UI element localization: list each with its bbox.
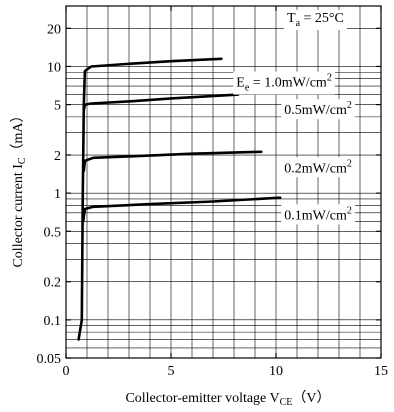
svg-text:Ta = 25°C: Ta = 25°C: [287, 11, 344, 29]
y-tick-label: 0.5: [44, 225, 62, 240]
svg-text:Ee = 1.0mW/cm2: Ee = 1.0mW/cm2: [236, 73, 332, 94]
x-tick-label: 5: [168, 364, 175, 379]
series-line-1: [82, 93, 240, 112]
y-axis-title: Collector current IC（mA）: [10, 108, 28, 267]
svg-text:0.2mW/cm2: 0.2mW/cm2: [284, 158, 352, 176]
y-tick-label: 0.2: [44, 276, 62, 291]
series-line-0: [77, 57, 223, 341]
y-tick-label: 2: [54, 149, 61, 164]
svg-text:0.1mW/cm2: 0.1mW/cm2: [284, 205, 352, 223]
svg-text:0.5mW/cm2: 0.5mW/cm2: [284, 100, 352, 118]
curves: [77, 57, 282, 341]
series-label-1: 0.5mW/cm2: [281, 99, 355, 120]
series-label-2: 0.2mW/cm2: [281, 157, 355, 178]
y-tick-label: 0.1: [44, 314, 62, 329]
grid: [66, 6, 381, 358]
y-tick-label: 1: [54, 187, 61, 202]
y-tick-label: 5: [54, 99, 61, 114]
series-label-3: 0.1mW/cm2: [281, 204, 355, 225]
x-axis-title: Collector-emitter voltage VCE（V）: [125, 390, 330, 408]
ticks: 0.05 0.1 0.2 0.5 1 2 5 10 20 0 5 10 15: [37, 6, 388, 379]
series-line-3: [81, 196, 282, 223]
x-tick-label: 0: [63, 364, 70, 379]
series-label-0: Ee = 1.0mW/cm2: [233, 71, 335, 95]
x-tick-label: 10: [269, 364, 283, 379]
y-tick-label: 0.05: [37, 352, 62, 367]
plot-frame: [65, 5, 382, 359]
y-tick-label: 20: [47, 22, 61, 37]
y-tick-label: 10: [47, 60, 61, 75]
x-tick-label: 15: [374, 364, 388, 379]
labels: Ee = 1.0mW/cm2 0.5mW/cm2 0.2mW/cm2 0.1mW/cm…: [233, 10, 355, 225]
series-line-2: [82, 150, 263, 173]
temperature-annotation: Ta = 25°C: [284, 10, 347, 30]
